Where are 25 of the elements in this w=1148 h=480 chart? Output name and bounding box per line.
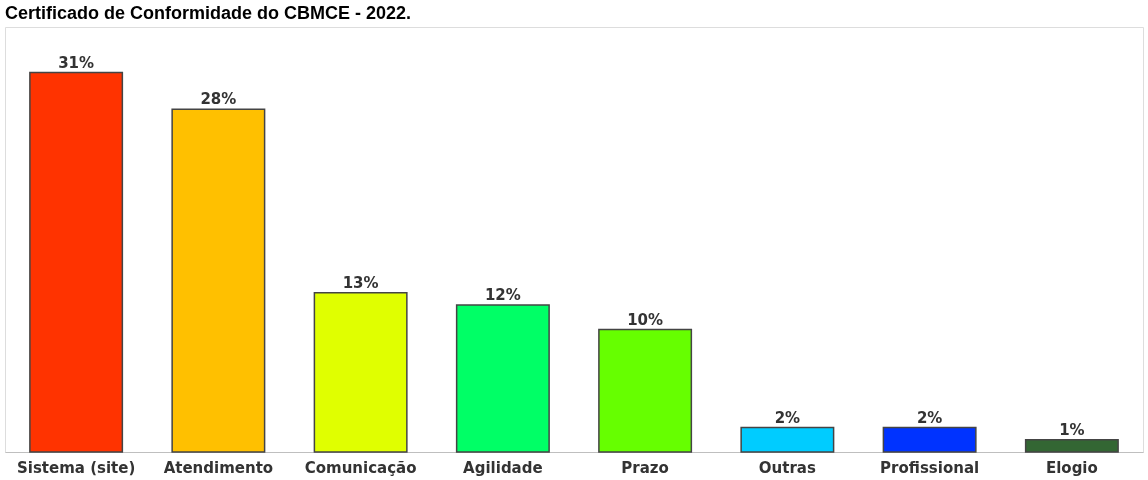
data-label: 2% [774,408,801,427]
data-label: 31% [58,53,95,72]
x-tick-label: Elogio [1045,458,1098,477]
data-label: 12% [484,286,521,305]
x-tick-label: Agilidade [463,458,543,477]
x-tick-label: Sistema (site) [16,458,136,477]
bar [598,328,693,453]
bar [882,426,977,453]
data-label: 10% [627,310,664,329]
x-tick-label: Profissional [880,458,980,477]
data-label: 28% [200,90,237,109]
bar [740,426,835,453]
bar [171,108,266,453]
bar [455,304,550,453]
x-tick-label: Comunicação [304,458,417,477]
data-label: 13% [342,273,379,292]
data-label: 2% [916,408,943,427]
x-tick-label: Prazo [621,458,669,477]
x-tick-label: Outras [758,458,816,477]
bar [29,71,124,453]
bar [313,292,408,453]
x-tick-label: Atendimento [163,458,274,477]
bar [1024,439,1119,453]
chart-title: Certificado de Conformidade do CBMCE - 2022. [5,3,412,23]
data-label: 1% [1059,420,1085,439]
